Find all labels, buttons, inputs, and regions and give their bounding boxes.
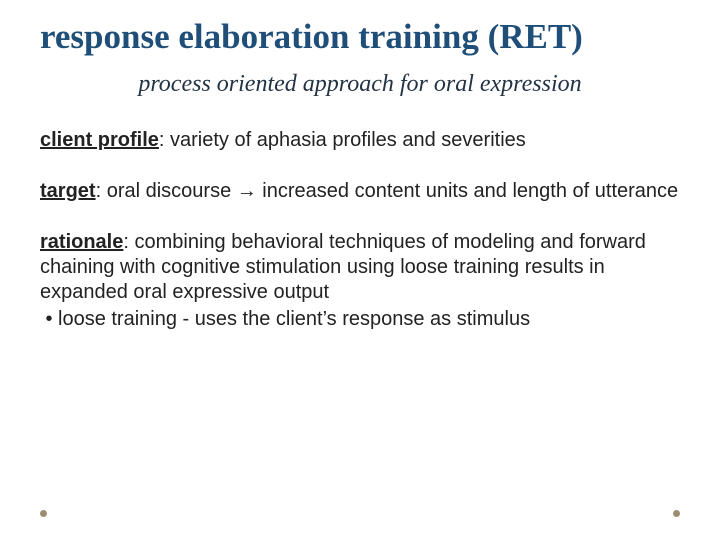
bullet-icon: •	[40, 307, 58, 332]
rationale-label: rationale	[40, 231, 123, 253]
arrow-icon: →	[237, 180, 257, 202]
slide-subtitle: process oriented approach for oral expre…	[40, 71, 680, 98]
target-label: target	[40, 180, 96, 202]
footer-dot-right	[673, 510, 680, 517]
footer-dot-left	[40, 510, 47, 517]
target-pre: : oral discourse	[96, 180, 237, 202]
rationale-text: : combining behavioral techniques of mod…	[40, 231, 646, 303]
client-profile-text: : variety of aphasia profiles and severi…	[159, 129, 526, 151]
client-profile-block: client profile: variety of aphasia profi…	[40, 128, 680, 153]
footer-dots	[40, 510, 680, 518]
target-block: target: oral discourse → increased conte…	[40, 179, 680, 204]
slide: response elaboration training (RET) proc…	[0, 0, 720, 540]
rationale-bullet-row: • loose training - uses the client’s res…	[40, 307, 680, 332]
rationale-block: rationale: combining behavioral techniqu…	[40, 230, 680, 332]
target-post: increased content units and length of ut…	[257, 180, 678, 202]
rationale-bullet-text: loose training - uses the client’s respo…	[58, 307, 680, 332]
client-profile-label: client profile	[40, 129, 159, 151]
slide-title: response elaboration training (RET)	[40, 18, 680, 57]
